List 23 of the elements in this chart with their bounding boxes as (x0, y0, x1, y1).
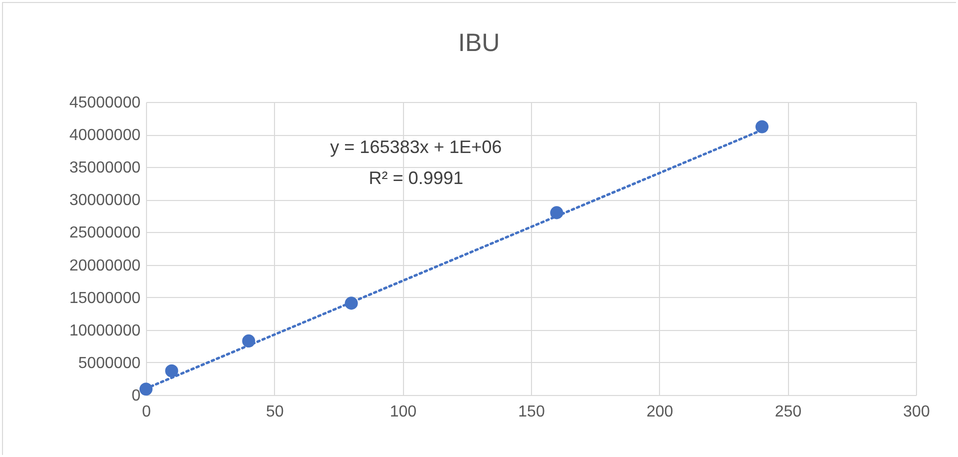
y-tick-label: 5000000 (78, 354, 141, 372)
y-tick-label: 35000000 (69, 160, 141, 177)
y-tick-label: 25000000 (69, 224, 141, 242)
x-tick-label: 50 (266, 404, 284, 420)
y-tick-label: 45000000 (69, 94, 141, 112)
y-tick-label: 10000000 (69, 322, 141, 340)
y-tick-label: 15000000 (69, 290, 141, 307)
point (165, 364, 178, 378)
x-tick-label: 200 (646, 404, 674, 420)
point (755, 120, 769, 134)
point (139, 382, 153, 396)
x-tick-label: 300 (903, 404, 930, 420)
annotation: y = 165383x + 1E+06 (330, 137, 502, 157)
chart-title: IBU (458, 29, 500, 57)
x-tick-label: 250 (774, 404, 802, 420)
x-tick-label: 0 (142, 404, 152, 420)
y-tick-label: 0 (132, 388, 141, 404)
y-tick-label: 40000000 (69, 127, 141, 144)
annotation: R² = 0.9991 (368, 168, 464, 188)
y-tick-label: 20000000 (69, 257, 141, 274)
y-tick-label: 30000000 (69, 192, 141, 210)
x-tick-label: 100 (390, 404, 417, 420)
x-tick-label: 150 (518, 404, 545, 420)
